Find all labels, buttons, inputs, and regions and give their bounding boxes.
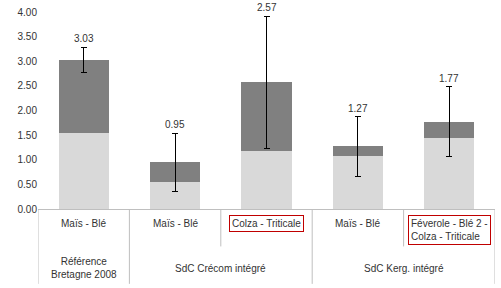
- svg-text:Colza - Triticale: Colza - Triticale: [232, 218, 301, 229]
- svg-text:RéférenceBretagne 2008: RéférenceBretagne 2008: [51, 256, 117, 280]
- svg-text:4.00: 4.00: [18, 7, 38, 18]
- svg-text:SdC Crécom intégré: SdC Crécom intégré: [175, 263, 266, 274]
- svg-text:1.50: 1.50: [18, 130, 38, 141]
- svg-text:2.00: 2.00: [18, 105, 38, 116]
- svg-text:2.50: 2.50: [18, 80, 38, 91]
- svg-text:Maïs - Blé: Maïs - Blé: [335, 218, 380, 229]
- svg-text:2.57: 2.57: [257, 2, 277, 13]
- svg-text:1.27: 1.27: [348, 103, 368, 114]
- svg-text:Maïs - Blé: Maïs - Blé: [61, 218, 106, 229]
- svg-text:1.00: 1.00: [18, 154, 38, 165]
- svg-text:0.95: 0.95: [165, 119, 185, 130]
- svg-text:1.77: 1.77: [439, 73, 459, 84]
- svg-text:Maïs - Blé: Maïs - Blé: [153, 218, 198, 229]
- svg-text:3.00: 3.00: [18, 56, 38, 67]
- svg-text:0.00: 0.00: [18, 204, 38, 215]
- svg-text:Féverole - Blé 2 -Colza - Trit: Féverole - Blé 2 -Colza - Triticale: [411, 218, 488, 242]
- svg-text:3.50: 3.50: [18, 31, 38, 42]
- svg-text:0.50: 0.50: [18, 179, 38, 190]
- svg-text:3.03: 3.03: [74, 33, 94, 44]
- svg-text:SdC Kerg. intégré: SdC Kerg. intégré: [364, 263, 444, 274]
